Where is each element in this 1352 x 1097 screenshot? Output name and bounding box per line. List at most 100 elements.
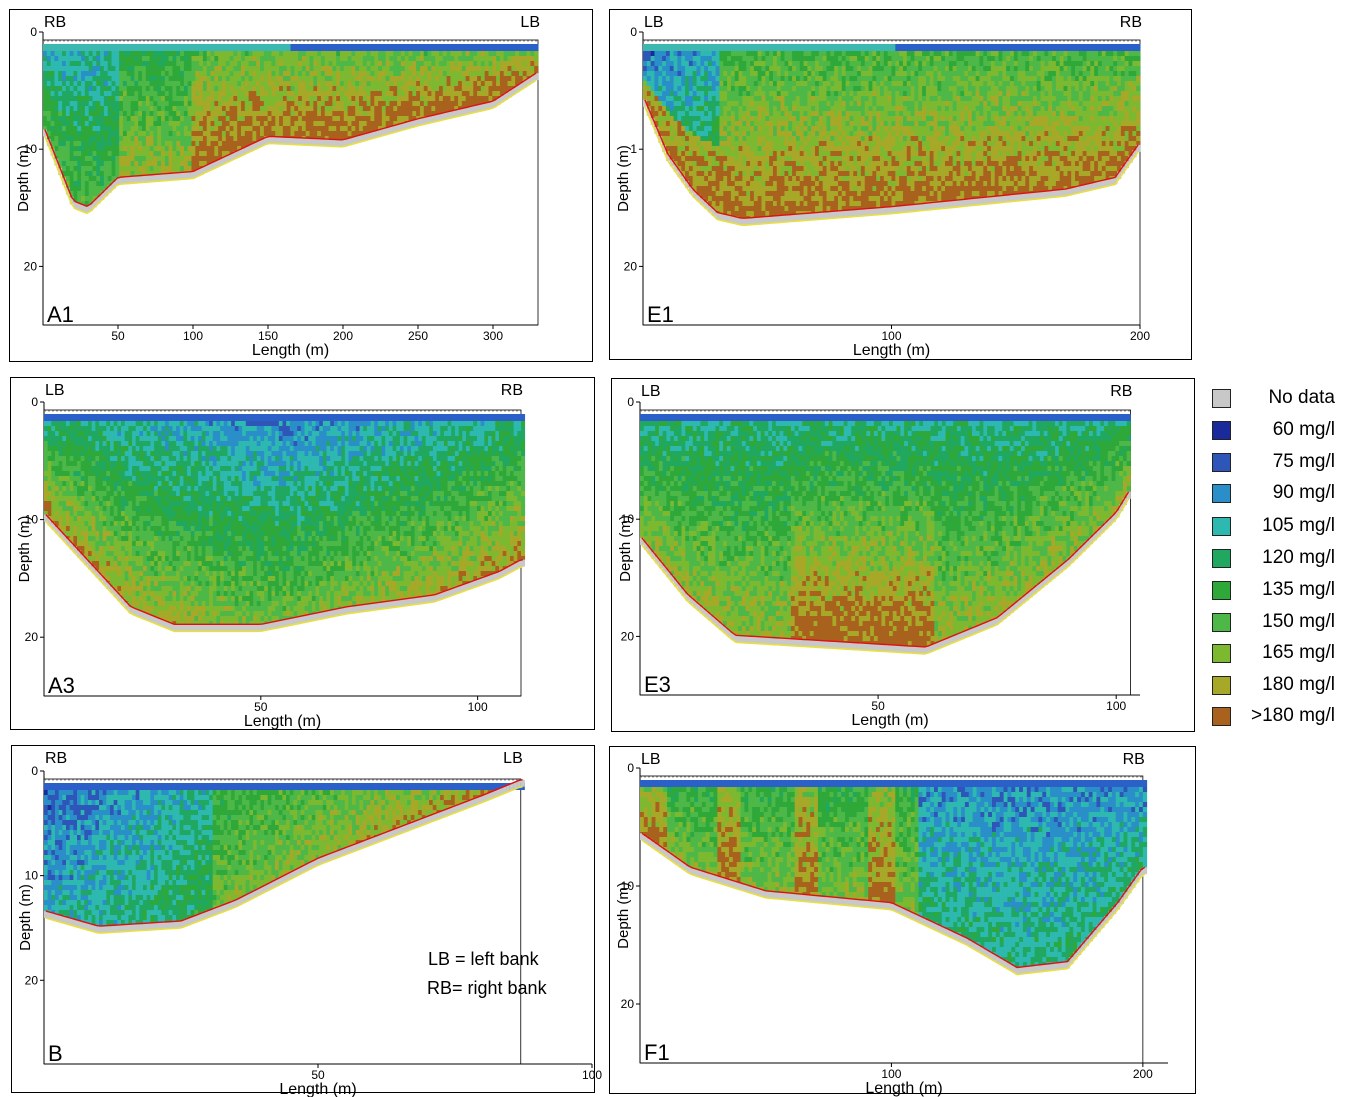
data-cell xyxy=(757,186,762,192)
data-cell xyxy=(795,86,801,92)
data-cell xyxy=(688,101,694,107)
data-cell xyxy=(244,51,250,57)
data-cell xyxy=(883,166,889,172)
data-cell xyxy=(849,171,854,177)
data-cell xyxy=(180,146,185,152)
data-cell xyxy=(157,51,162,57)
data-cell xyxy=(465,71,470,77)
data-cell xyxy=(887,76,892,82)
data-cell xyxy=(389,61,394,67)
data-cell xyxy=(210,126,215,132)
data-cell xyxy=(830,126,835,132)
data-cell xyxy=(522,61,527,67)
data-cell xyxy=(149,86,154,92)
data-cell xyxy=(811,96,816,102)
data-cell xyxy=(191,136,196,142)
data-cell xyxy=(792,136,797,142)
data-cell xyxy=(164,51,170,57)
no-data-cell xyxy=(275,136,280,144)
data-cell xyxy=(818,116,824,122)
data-cell xyxy=(301,106,307,112)
data-cell xyxy=(845,161,850,167)
data-cell xyxy=(328,116,333,122)
data-cell xyxy=(864,181,869,187)
data-cell xyxy=(750,211,755,217)
data-cell xyxy=(195,61,200,67)
data-cell xyxy=(408,81,413,87)
data-cell xyxy=(317,126,322,132)
surface-cell xyxy=(126,44,131,51)
data-cell xyxy=(807,111,812,117)
surface-cell xyxy=(248,44,253,51)
surface-cell xyxy=(715,44,720,51)
data-cell xyxy=(77,51,82,57)
data-cell xyxy=(374,81,379,87)
data-cell xyxy=(719,191,724,197)
data-cell xyxy=(707,156,713,162)
data-cell xyxy=(784,51,789,57)
data-cell xyxy=(92,111,97,117)
data-cell xyxy=(711,206,717,210)
data-cell xyxy=(275,131,280,137)
data-cell xyxy=(853,66,858,72)
data-cell xyxy=(650,96,655,102)
data-cell xyxy=(815,86,820,92)
data-cell xyxy=(753,61,759,67)
surface-cell xyxy=(366,44,371,51)
data-cell xyxy=(96,76,101,82)
data-cell xyxy=(92,141,97,147)
data-cell xyxy=(834,71,839,77)
no-data-cell xyxy=(351,136,356,144)
data-cell xyxy=(134,111,139,117)
data-cell xyxy=(669,91,674,97)
data-cell xyxy=(328,111,333,117)
data-cell xyxy=(111,171,116,177)
data-cell xyxy=(305,131,310,137)
data-cell xyxy=(218,151,223,157)
data-cell xyxy=(427,56,432,62)
data-cell xyxy=(841,106,847,112)
data-cell xyxy=(807,96,812,102)
data-cell xyxy=(757,191,762,197)
data-cell xyxy=(872,151,877,157)
data-cell xyxy=(730,151,736,157)
surface-cell xyxy=(910,44,915,51)
data-cell xyxy=(210,131,215,137)
data-cell xyxy=(734,201,739,207)
surface-cell xyxy=(518,44,524,51)
data-cell xyxy=(765,146,770,152)
data-cell xyxy=(700,146,705,152)
data-cell xyxy=(138,136,143,142)
data-cell xyxy=(96,151,101,157)
data-cell xyxy=(707,171,713,177)
data-cell xyxy=(473,66,478,72)
surface-cell xyxy=(145,44,151,51)
data-cell xyxy=(88,136,93,142)
data-cell xyxy=(397,111,402,117)
data-cell xyxy=(665,111,671,117)
data-cell xyxy=(237,76,242,82)
data-cell xyxy=(910,51,915,57)
data-cell xyxy=(807,201,812,207)
data-cell xyxy=(818,56,824,62)
no-data-cell xyxy=(332,139,337,147)
data-cell xyxy=(168,131,173,137)
surface-cell xyxy=(100,44,105,51)
no-data-cell xyxy=(496,97,501,105)
data-cell xyxy=(191,121,196,127)
data-cell xyxy=(317,131,322,137)
data-cell xyxy=(431,81,436,87)
data-cell xyxy=(237,81,242,87)
data-cell xyxy=(431,66,436,72)
data-cell xyxy=(769,141,774,147)
data-cell xyxy=(526,56,531,62)
data-cell xyxy=(362,121,368,127)
surface-cell xyxy=(719,44,724,51)
data-cell xyxy=(776,136,782,142)
data-cell xyxy=(180,71,185,77)
surface-cell xyxy=(734,44,739,51)
data-cell xyxy=(750,106,755,112)
data-cell xyxy=(126,131,131,137)
data-cell xyxy=(279,111,284,117)
data-cell xyxy=(65,161,71,167)
